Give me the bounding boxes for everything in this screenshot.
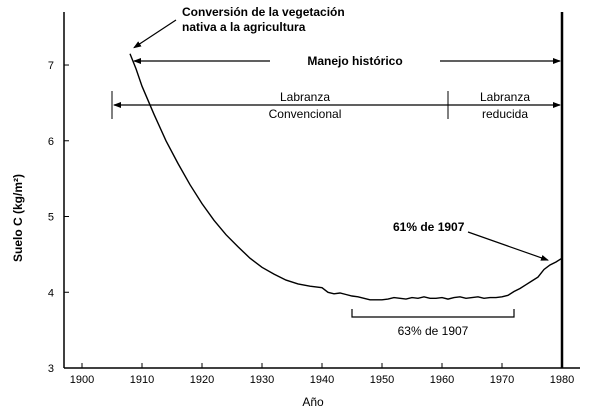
x-tick-label: 1960 <box>430 374 454 386</box>
y-tick-label: 3 <box>48 363 54 375</box>
x-tick-label: 1970 <box>490 374 514 386</box>
pct63-label: 63% de 1907 <box>398 324 469 338</box>
labranza-reducida-label-2: reducida <box>482 107 528 121</box>
pct61-label: 61% de 1907 <box>393 220 465 234</box>
labranza-convencional-label-2: Convencional <box>269 107 342 121</box>
y-tick-label: 4 <box>48 287 54 299</box>
x-tick-label: 1910 <box>130 374 154 386</box>
x-axis-label: Año <box>302 395 324 409</box>
y-axis-label: Suelo C (kg/m²) <box>11 174 25 262</box>
x-tick-label: 1980 <box>550 374 574 386</box>
x-tick-label: 1950 <box>370 374 394 386</box>
y-ticks: 3 4 5 6 7 <box>48 60 69 375</box>
x-tick-label: 1900 <box>70 374 94 386</box>
minimum-bracket <box>351 309 515 318</box>
x-tick-label: 1940 <box>310 374 334 386</box>
x-ticks: 1900 1910 1920 1930 1940 1950 1960 1970 1980 <box>70 363 574 386</box>
pct61-arrow <box>467 231 549 261</box>
x-tick-label: 1930 <box>250 374 274 386</box>
y-tick-label: 5 <box>48 212 54 224</box>
y-tick-label: 7 <box>48 60 54 72</box>
conversion-arrow <box>133 19 177 49</box>
manejo-historico-label: Manejo histórico <box>307 54 402 68</box>
conversion-label-line-1: Conversión de la vegetación <box>182 5 345 19</box>
labranza-convencional-label-1: Labranza <box>280 90 330 104</box>
labranza-reducida-label-1: Labranza <box>480 90 530 104</box>
x-tick-label: 1920 <box>190 374 214 386</box>
soil-carbon-series-line <box>129 53 563 301</box>
y-tick-label: 6 <box>48 136 54 148</box>
conversion-label-line-2: nativa a la agricultura <box>182 20 306 34</box>
